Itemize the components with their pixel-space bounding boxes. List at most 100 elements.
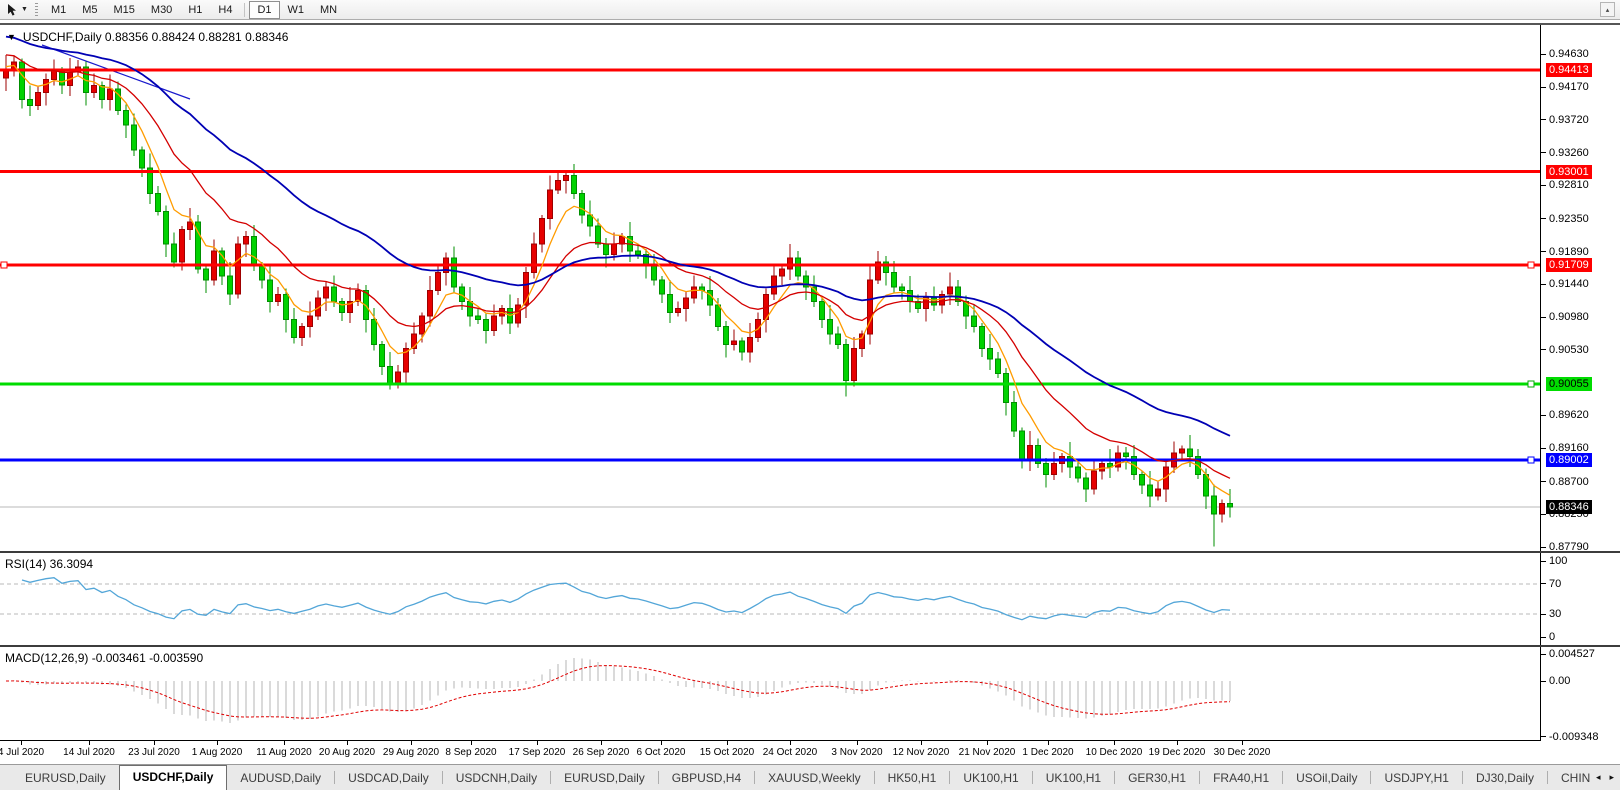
chart-tab-dj30-daily[interactable]: DJ30,Daily <box>1475 771 1534 785</box>
chart-tab-fra40-h1[interactable]: FRA40,H1 <box>1213 771 1270 785</box>
rsi-tick: 70 <box>1541 578 1561 590</box>
rsi-label: RSI(14) 36.3094 <box>5 557 94 571</box>
chart-tab-audusd-daily[interactable]: AUDUSD,Daily <box>240 771 322 785</box>
chart-tab-uk100-h1[interactable]: UK100,H1 <box>963 771 1019 785</box>
timeframe-button-W1[interactable]: W1 <box>287 3 305 16</box>
date-tick-label: 10 Dec 2020 <box>1085 747 1143 758</box>
cursor-arrow-icon <box>8 3 16 16</box>
tab-scroll-buttons: ◂ ▸ <box>1589 765 1620 790</box>
tab-separator <box>1370 771 1372 784</box>
price-tick: 0.94630 <box>1541 48 1589 60</box>
chart-tab-usdcnh-daily[interactable]: USDCNH,Daily <box>455 771 538 785</box>
rsi-tick: 0 <box>1541 631 1555 643</box>
tick-dash <box>1541 653 1546 655</box>
toolbar-overflow-button[interactable]: ▴ <box>1600 2 1615 17</box>
price-axis[interactable]: 0.94630 0.94170 0.93720 0.93260 0.92810 0.923… <box>1541 25 1620 553</box>
date-tick <box>284 741 285 745</box>
date-tick <box>1114 741 1115 745</box>
chart-tab-uk100-h1[interactable]: UK100,H1 <box>1045 771 1102 785</box>
rsi-axis[interactable]: 100 70 30 0 <box>1541 553 1620 645</box>
macd-tick: -0.009348 <box>1541 731 1599 743</box>
collapse-triangle-icon[interactable]: ▼ <box>7 32 16 42</box>
tick-dash <box>1541 583 1546 585</box>
chart-tab-usdchf-daily[interactable]: USDCHF,Daily <box>118 765 228 790</box>
timeframe-button-H1[interactable]: H1 <box>188 3 203 16</box>
cursor-tool-button[interactable]: ▼ <box>3 3 30 17</box>
tab-separator <box>1114 771 1116 784</box>
macd-tick: 0.004527 <box>1541 648 1595 660</box>
tick-dash <box>1541 218 1546 220</box>
tick-dash <box>1541 119 1546 121</box>
tick-dash <box>1541 184 1546 186</box>
date-tick <box>601 741 602 745</box>
tab-separator <box>754 771 756 784</box>
price-tick: 0.91440 <box>1541 278 1589 290</box>
chart-tab-bar: EURUSD,Daily USDCHF,Daily AUDUSD,Daily USDC… <box>0 764 1620 790</box>
timeframe-button-M1[interactable]: M1 <box>50 3 67 16</box>
price-tick: 0.91890 <box>1541 246 1589 258</box>
chart-tab-xauusd-weekly[interactable]: XAUUSD,Weekly <box>768 771 861 785</box>
date-tick-label: 12 Nov 2020 <box>892 747 950 758</box>
timeframe-button-M30[interactable]: M30 <box>150 3 173 16</box>
tab-separator <box>441 771 443 784</box>
rsi-chart-canvas[interactable]: RSI(14) 36.3094 <box>0 553 1541 645</box>
chart-tab-gbpusd-h4[interactable]: GBPUSD,H4 <box>671 771 742 785</box>
timeframe-button-H4[interactable]: H4 <box>218 3 233 16</box>
price-tick: 0.87790 <box>1541 541 1589 553</box>
tab-separator <box>1546 771 1548 784</box>
date-tick <box>790 741 791 745</box>
rsi-tick: 30 <box>1541 608 1561 620</box>
price-line-label: 0.88346 <box>1546 500 1592 515</box>
price-tick-label: 0.91890 <box>1549 245 1589 258</box>
date-tick <box>857 741 858 745</box>
chart-tab-usoil-daily[interactable]: USOil,Daily <box>1296 771 1358 785</box>
chart-tab-eurusd-daily[interactable]: EURUSD,Daily <box>564 771 645 785</box>
date-tick <box>89 741 90 745</box>
macd-tick-label: -0.009348 <box>1549 730 1599 743</box>
price-tick: 0.92810 <box>1541 179 1589 191</box>
date-tick-label: 30 Dec 2020 <box>1213 747 1271 758</box>
tab-scroll-right-icon[interactable]: ▸ <box>1609 772 1614 782</box>
date-tick <box>217 741 218 745</box>
date-tick-label: 21 Nov 2020 <box>958 747 1016 758</box>
date-tick-label: 3 Nov 2020 <box>831 747 883 758</box>
panel-separator[interactable] <box>0 645 1620 647</box>
price-panel: ▼ USDCHF,Daily 0.88356 0.88424 0.88281 0… <box>0 25 1620 553</box>
panel-separator[interactable] <box>0 551 1620 553</box>
chart-tab-eurusd-daily[interactable]: EURUSD,Daily <box>25 771 106 785</box>
price-tick-label: 0.89620 <box>1549 409 1589 422</box>
timeframe-button-M5[interactable]: M5 <box>82 3 98 16</box>
price-line-label: 0.93001 <box>1546 164 1592 179</box>
rsi-tick-label: 30 <box>1549 608 1562 621</box>
date-axis[interactable]: 4 Jul 2020 14 Jul 2020 23 Jul 2020 1 Aug 20… <box>0 741 1620 764</box>
macd-tick: 0.00 <box>1541 675 1570 687</box>
rsi-tick: 100 <box>1541 555 1567 567</box>
rsi-tick-label: 100 <box>1549 555 1568 567</box>
chart-tab-usdjpy-h1[interactable]: USDJPY,H1 <box>1384 771 1449 785</box>
chart-tab-hk50-h1[interactable]: HK50,H1 <box>887 771 937 785</box>
timeframe-toolbar: ▼ M1 M5 M15 M30 H1 H4 D1 W1 MN ▴ <box>0 0 1620 20</box>
tab-separator <box>1282 771 1284 784</box>
tab-separator <box>1031 771 1033 784</box>
price-line-label: 0.91709 <box>1546 257 1592 272</box>
date-tick-label: 29 Aug 2020 <box>382 747 440 758</box>
chart-tab-ger30-h1[interactable]: GER30,H1 <box>1128 771 1187 785</box>
toolbar-grip[interactable] <box>34 2 38 17</box>
price-tick: 0.89620 <box>1541 409 1589 421</box>
chart-tab-usdcad-daily[interactable]: USDCAD,Daily <box>348 771 429 785</box>
timeframe-button-M15[interactable]: M15 <box>113 3 135 16</box>
price-tick-label: 0.88700 <box>1549 475 1589 488</box>
price-tick-label: 0.89160 <box>1549 442 1589 455</box>
macd-chart-canvas[interactable]: MACD(12,26,9) -0.003461 -0.003590 <box>0 647 1541 740</box>
macd-tick-label: 0.004527 <box>1549 648 1595 660</box>
tab-scroll-left-icon[interactable]: ◂ <box>1595 772 1601 782</box>
tick-dash <box>1541 283 1546 285</box>
chart-title: ▼ USDCHF,Daily 0.88356 0.88424 0.88281 0… <box>7 30 288 44</box>
timeframe-button-MN[interactable]: MN <box>320 3 338 16</box>
price-chart-canvas[interactable]: ▼ USDCHF,Daily 0.88356 0.88424 0.88281 0… <box>0 25 1541 551</box>
date-tick-label: 11 Aug 2020 <box>256 747 312 758</box>
macd-axis[interactable]: 0.004527 0.00 -0.009348 <box>1541 647 1620 743</box>
tick-dash <box>1541 736 1546 738</box>
timeframe-button-D1[interactable]: D1 <box>249 0 280 19</box>
